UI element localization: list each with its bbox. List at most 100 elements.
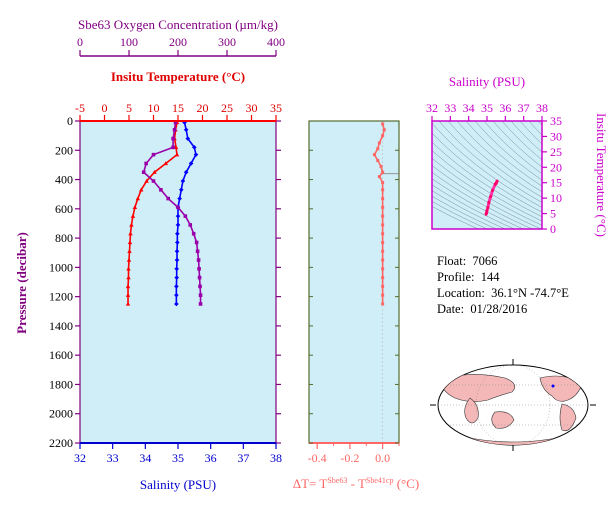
oxygen-point [141,170,146,175]
map-india-africa [464,397,479,424]
oxygen-point [173,120,178,125]
temperature-tick-label: 0 [102,101,108,115]
delta-t-panel: -0.4 -0.2 0.0 ΔT= TSbe63 - TSbe41cp (°C) [293,120,419,491]
salinity-point [175,213,181,219]
salinity-tick-label: 36 [205,451,217,465]
pressure-tick-label: 0 [67,114,73,128]
salinity-tick-label: 35 [172,451,184,465]
delta-t-point [376,159,380,163]
pressure-tick-label: 1200 [49,290,73,304]
ts-salinity-axis-label: Salinity (PSU) [449,74,525,89]
float-info: Float: 7066 Profile: 144 Location: 36.1°… [437,254,569,318]
oxygen-profile-line [142,122,202,304]
temperature-point [125,292,131,297]
location-label: Location: [437,286,485,300]
salinity-point [174,301,179,307]
temperature-tick-label: -5 [75,101,85,115]
oxygen-point [183,214,188,218]
pressure-tick-label: 1000 [49,260,73,274]
temperature-point [129,222,134,227]
pressure-tick-label: 1800 [49,377,73,391]
salinity-tick-label: 34 [139,451,151,465]
delta-t-point [381,284,385,288]
delta-t-tick-label: -0.4 [308,451,327,465]
salinity-point [175,222,181,228]
delta-t-point [381,170,385,174]
profile-label: Profile: [437,270,475,284]
temperature-point [144,178,149,183]
ts-salinity-tick-label: 37 [518,101,530,115]
salinity-point [175,231,180,236]
oxygen-point [198,293,203,297]
ts-point [484,211,488,215]
salinity-point [185,136,191,141]
salinity-point [180,178,186,184]
oxygen-point [195,249,200,254]
delta-t-point [376,147,380,151]
salinity-axis-label: Salinity (PSU) [140,477,216,492]
ts-salinity-tick-label: 36 [499,101,511,115]
temperature-profile-line [127,122,178,304]
ts-temperature-tick-label: 25 [550,145,562,159]
date-line: Date: 01/28/2016 [437,302,569,318]
oxygen-tick-label: 100 [120,35,138,49]
delta-t-point [377,175,381,179]
pressure-axis-label: Pressure (decibar) [14,232,29,334]
location-line: Location: 36.1°N -74.7°E [437,286,569,302]
oxygen-tick-label: 300 [218,35,236,49]
oxygen-point [172,127,177,132]
pressure-tick-label: 600 [55,202,73,216]
delta-t-point [381,122,385,126]
ts-temperature-tick-label: 15 [550,176,562,190]
world-map [430,359,596,451]
profile-line: Profile: 144 [437,270,569,286]
oxygen-point [159,187,163,192]
salinity-point [174,257,180,263]
map-australia [491,411,515,429]
delta-t-point [381,188,385,192]
delta-t-point [381,302,385,306]
oxygen-point [191,231,196,236]
salinity-point [193,152,199,157]
oxygen-point [198,284,202,289]
temperature-point [132,205,138,210]
location-value: 36.1°N -74.7°E [491,286,569,300]
delta-t-point [381,205,385,209]
pressure-tick-label: 2200 [49,436,73,450]
temperature-tick-label: 35 [270,101,282,115]
ts-point [486,205,490,209]
temperature-point [126,275,131,280]
date-label: Date: [437,302,465,316]
float-value: 7066 [472,254,498,268]
oxygen-point [166,196,170,201]
delta-t-tick-label: 0.0 [375,451,390,465]
temperature-point [126,266,131,271]
delta-t-point [381,180,385,184]
pressure-tick-label: 400 [55,173,73,187]
ts-salinity-tick-label: 33 [444,101,456,115]
ts-point [494,181,498,185]
pressure-tick-label: 1600 [49,348,73,362]
pressure-tick-label: 800 [55,231,73,245]
delta-t-point [377,141,381,145]
float-line: Float: 7066 [437,254,569,270]
oxygen-point [176,205,180,210]
pressure-tick-label: 2000 [49,407,73,421]
profile-plot-area [80,121,276,443]
ts-point [489,195,493,199]
temperature-point [163,161,168,166]
ts-salinity-tick-label: 34 [463,101,475,115]
delta-t-point [379,164,383,168]
oxygen-point [151,152,156,157]
temperature-point [125,284,131,289]
delta-t-point [381,197,385,201]
temperature-point [125,301,131,306]
ts-salinity-tick-label: 38 [536,101,548,115]
temperature-point [135,196,141,201]
temperature-point [130,213,136,218]
ts-temperature-tick-label: 30 [550,129,562,143]
ts-salinity-tick-label: 35 [481,101,493,115]
oxygen-point [196,258,201,262]
